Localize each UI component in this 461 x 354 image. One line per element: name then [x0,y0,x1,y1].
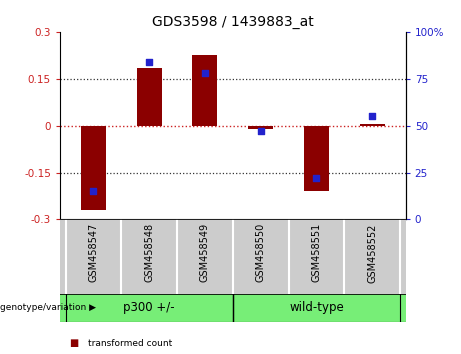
Point [313,175,320,181]
Bar [136,68,162,126]
Text: p300 +/-: p300 +/- [124,302,175,314]
Point [90,188,97,194]
Point [257,129,264,134]
Bar [81,126,106,210]
Text: GSM458551: GSM458551 [312,223,321,282]
Text: wild-type: wild-type [289,302,344,314]
Text: GSM458548: GSM458548 [144,223,154,282]
Text: transformed count: transformed count [88,339,172,348]
Bar [192,55,218,126]
Text: genotype/variation ▶: genotype/variation ▶ [0,303,96,313]
Bar [304,126,329,191]
Text: GSM458547: GSM458547 [89,223,98,282]
Point [146,59,153,65]
Text: GSM458550: GSM458550 [256,223,266,282]
Title: GDS3598 / 1439883_at: GDS3598 / 1439883_at [152,16,313,29]
Text: GSM458549: GSM458549 [200,223,210,282]
Bar [360,124,385,126]
Bar [248,126,273,130]
Text: GSM458552: GSM458552 [367,223,377,282]
Text: ■: ■ [69,338,78,348]
Point [368,113,376,119]
Point [201,70,209,76]
